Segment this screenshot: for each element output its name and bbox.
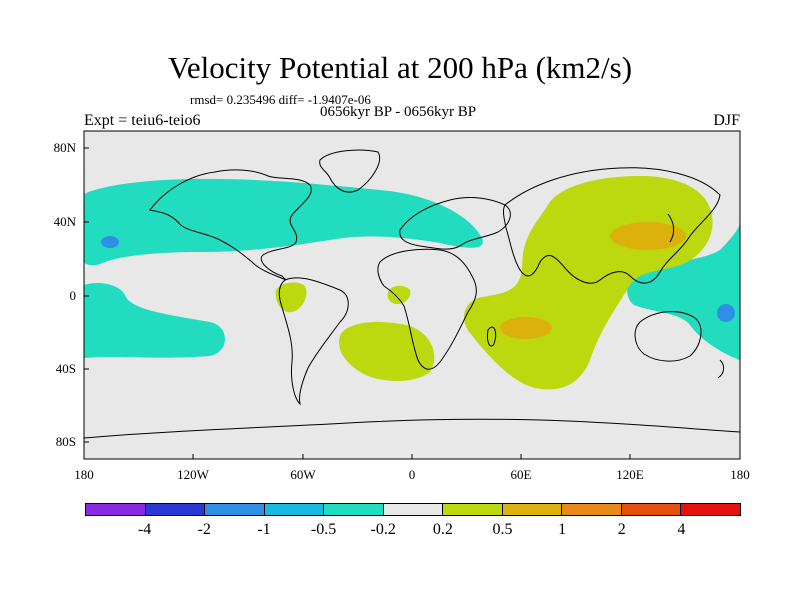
coast-madagascar [487,326,497,347]
negative-region-south [84,283,225,358]
colorbar-label: -4 [137,521,152,538]
negative-region-north [84,178,483,266]
coast-south-america [278,277,349,406]
colorbar-label: 2 [617,521,626,538]
colorbar [85,503,741,516]
lat-label: 40S [55,361,76,376]
lon-label: 60W [290,467,316,482]
field-contours [84,176,740,390]
lat-label: 80N [53,140,76,155]
lon-label: 60E [510,467,532,482]
colorbar-box [264,504,325,515]
colorbar-box [324,504,384,515]
coast-new-zealand [717,359,725,379]
coast-australia [634,311,702,362]
colorbar-label: 4 [677,521,686,538]
colorbar-box [86,504,146,515]
coast-africa [377,248,477,370]
negative-region-west-pacific [627,222,740,360]
colorbar-label: 1 [558,521,567,538]
colorbar-box [443,504,503,515]
colorbar-box [502,504,563,515]
colorbar-label: -0.2 [370,521,396,538]
colorbar-box [621,504,682,515]
experiment-label: Expt = teiu6-teio6 [84,112,201,129]
coast-antarctica [83,418,741,439]
colorbar-box [205,504,265,515]
coastlines [83,149,741,439]
coast-asia [502,167,721,284]
colorbar-label: -1 [257,521,271,538]
positive-core-indian-ocean [500,317,552,339]
lon-label: 120E [616,467,644,482]
lat-label: 0 [69,288,77,303]
colorbar-label: -2 [197,521,211,538]
positive-region-south-atlantic [339,321,435,381]
plot-title: Velocity Potential at 200 hPa (km2/s) [167,50,633,85]
coast-greenland [319,149,380,193]
period-subtitle: 0656kyr BP - 0656kyr BP [320,104,477,120]
colorbar-box [145,504,206,515]
coast-north-america [149,169,312,281]
positive-core-east-asia [610,222,686,250]
coast-europe [399,197,511,250]
lon-label: 0 [408,467,416,482]
colorbar-box [383,504,444,515]
colorbar-label: 0.5 [492,521,513,538]
negative-core-dateline [717,304,735,322]
lat-label: 40N [53,214,76,229]
lat-label: 80S [55,434,76,449]
coast-japan [667,213,675,243]
lon-label: 120W [177,467,209,482]
season-label: DJF [713,112,740,129]
colorbar-box [562,504,622,515]
negative-core-pacific [101,236,119,248]
lon-label: 180 [74,467,94,482]
colorbar-label: 0.2 [432,521,453,538]
axis-ticks [83,147,741,459]
lon-label: 180 [730,467,750,482]
positive-region-africa-west [387,285,411,305]
positive-region-south-america [275,282,307,313]
colorbar-label: -0.5 [310,521,337,538]
colorbar-box [681,504,741,515]
stats-label: rmsd= 0.235496 diff= -1.9407e-06 [190,92,371,107]
